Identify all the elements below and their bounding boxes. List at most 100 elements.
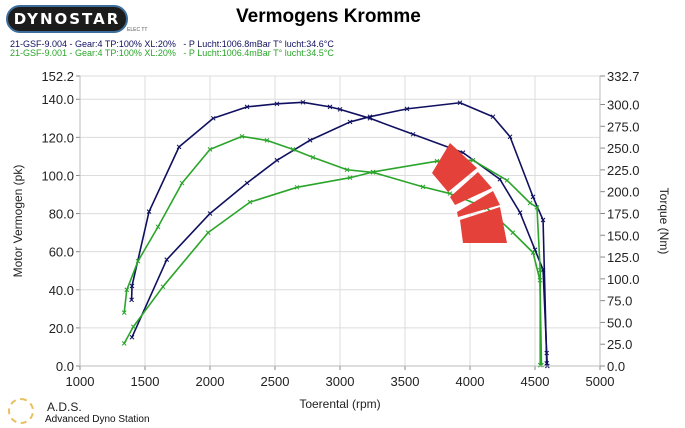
data-point-marker [244, 104, 250, 110]
data-point-marker [124, 287, 130, 293]
data-point-marker [510, 230, 516, 235]
grid [79, 75, 601, 367]
legend-entry-1: 21-GSF-9.004 - Gear:4 TP:100% XL:20% - P… [10, 39, 334, 49]
y2-tick-label: 150.0 [607, 228, 640, 243]
data-point-marker [130, 324, 136, 330]
data-point-marker [537, 267, 543, 273]
watermark-logo-icon [432, 143, 507, 243]
data-point-marker [179, 180, 185, 186]
x-tick-label: 2500 [261, 374, 290, 389]
y2-tick-label: 125.0 [607, 250, 640, 265]
data-point-marker [121, 340, 127, 346]
data-point-marker [490, 114, 496, 120]
data-point-marker [410, 131, 416, 137]
x-tick-label: 2000 [196, 374, 225, 389]
data-point-marker [274, 101, 280, 107]
y2-tick-label: 100.0 [607, 272, 640, 287]
data-point-marker [155, 224, 161, 230]
y-tick-label: 80.0 [49, 207, 74, 222]
data-point-marker [290, 147, 296, 152]
data-point-marker [530, 194, 536, 200]
y-tick-label: 140.0 [41, 92, 74, 107]
data-point-marker [447, 191, 453, 196]
data-point-marker [497, 176, 503, 182]
y2-tick-label: 25.0 [607, 337, 632, 352]
data-point-marker [344, 167, 350, 173]
y-axis-label: Motor Vermogen (pk) [11, 165, 25, 278]
logo-subtext: ELEC TT [127, 27, 148, 33]
data-point-marker [146, 209, 152, 215]
y2-tick-label: 332.7 [607, 69, 640, 84]
data-point-marker [294, 184, 300, 190]
data-point-marker [347, 175, 353, 181]
data-point-marker [274, 157, 280, 163]
y2-tick-label: 250.0 [607, 141, 640, 156]
y-tick-label: 100.0 [41, 168, 74, 183]
data-point-marker [129, 283, 135, 289]
y2-tick-label: 200.0 [607, 185, 640, 200]
data-point-marker [367, 114, 373, 120]
y-tick-label: 120.0 [41, 130, 74, 145]
y2-tick-label: 275.0 [607, 119, 640, 134]
y-tick-label: 152.2 [41, 69, 74, 84]
data-point-marker [517, 210, 523, 215]
ads-subtitle: Advanced Dyno Station [45, 414, 150, 425]
x-tick-label: 5000 [586, 374, 615, 389]
data-point-marker [239, 134, 245, 139]
y2-tick-label: 225.0 [607, 163, 640, 178]
data-point-marker [534, 205, 540, 210]
data-point-marker [207, 211, 213, 216]
data-point-marker [135, 258, 141, 264]
data-point-marker [300, 99, 306, 105]
data-point-marker [307, 137, 313, 143]
x-tick-label: 4500 [521, 374, 550, 389]
ads-title: A.D.S. [47, 400, 82, 414]
x-tick-label: 1000 [66, 374, 95, 389]
data-point-marker [347, 119, 353, 125]
data-point-marker [264, 138, 270, 143]
data-point-marker [327, 104, 333, 110]
y-tick-label: 40.0 [49, 283, 74, 298]
data-point-marker [420, 184, 426, 190]
data-point-marker [370, 169, 376, 175]
data-point-marker [129, 334, 135, 340]
data-point-marker [121, 310, 127, 316]
y2-tick-label: 0.0 [607, 359, 625, 374]
data-point-marker [129, 297, 134, 303]
data-point-marker [530, 250, 536, 255]
data-point-marker [540, 217, 546, 223]
logo-text: DYNOSTAR [13, 10, 121, 28]
axis-ticks: 1000 1500 2000 2500 3000 3500 4000 4500 50000.02… [41, 69, 639, 389]
data-point-marker [176, 144, 182, 150]
chart-title: Vermogens Kromme [236, 6, 421, 27]
data-point-marker [247, 199, 253, 205]
y2-axis-label: Torque (Nm) [657, 188, 671, 255]
data-point-marker [207, 147, 213, 152]
data-point-marker [164, 257, 170, 263]
data-point-marker [544, 361, 550, 366]
y2-tick-label: 50.0 [607, 315, 632, 330]
data-point-marker [310, 155, 316, 160]
y2-tick-label: 75.0 [607, 294, 632, 309]
data-point-marker [527, 200, 533, 206]
ads-logo-icon [8, 398, 34, 424]
x-tick-label: 3500 [391, 374, 420, 389]
series-lines [121, 99, 550, 369]
data-point-marker [404, 106, 410, 112]
data-point-marker [457, 100, 463, 106]
data-point-marker [210, 115, 216, 121]
data-point-marker [507, 134, 513, 140]
data-point-marker [160, 284, 166, 290]
data-point-marker [470, 157, 476, 163]
data-point-marker [532, 247, 538, 253]
y-tick-label: 0.0 [56, 359, 74, 374]
x-tick-label: 1500 [131, 374, 160, 389]
y-tick-label: 60.0 [49, 245, 74, 260]
y2-tick-label: 300.0 [607, 98, 640, 113]
x-axis-label: Toerental (rpm) [299, 397, 380, 411]
y-tick-label: 20.0 [49, 321, 74, 336]
dynostar-logo: DYNOSTAR [6, 5, 128, 33]
data-point-marker [205, 230, 211, 235]
data-point-marker [504, 177, 510, 183]
